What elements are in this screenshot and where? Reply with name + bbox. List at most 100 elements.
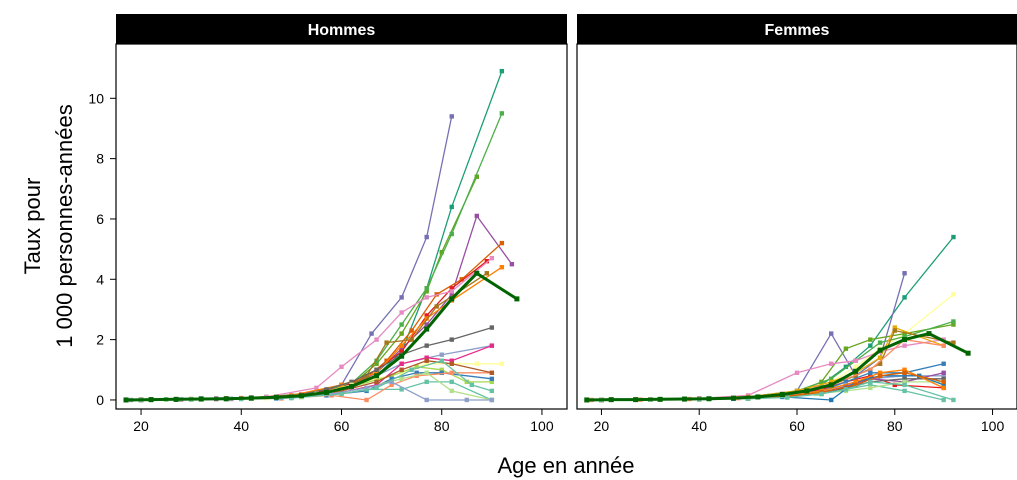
- y-tick-label: 4: [96, 271, 104, 287]
- series-point: [499, 240, 505, 246]
- series-point: [434, 304, 439, 309]
- series-point: [892, 382, 897, 388]
- mean-point: [198, 396, 204, 402]
- series-point: [289, 395, 294, 401]
- series-point: [409, 367, 414, 372]
- series-point: [329, 391, 334, 397]
- series-point: [399, 295, 404, 300]
- series-line: [601, 338, 944, 401]
- series-point: [424, 379, 429, 385]
- series-point: [384, 358, 389, 363]
- series-group-hommes: [123, 68, 520, 403]
- series-point: [902, 388, 907, 394]
- mean-point: [148, 397, 154, 403]
- series-point: [853, 382, 858, 388]
- series-point: [941, 379, 946, 385]
- series-point: [951, 292, 956, 297]
- series-point: [384, 340, 389, 345]
- series-point: [489, 343, 495, 348]
- series-point: [877, 340, 883, 345]
- mean-line: [125, 271, 518, 402]
- series-point: [389, 376, 394, 382]
- series-point: [868, 370, 873, 376]
- series-line: [125, 70, 503, 401]
- series-point: [439, 370, 444, 376]
- mean-point: [374, 373, 380, 379]
- series-point: [853, 379, 858, 385]
- x-axis-femmes: 20 40 60 80 100: [594, 409, 1004, 434]
- mean-point: [804, 388, 810, 394]
- series-point: [424, 322, 429, 327]
- y-tick-label: 8: [96, 151, 104, 167]
- series-point: [449, 114, 454, 119]
- series-point: [374, 385, 379, 391]
- series-point: [449, 286, 454, 291]
- mean-point: [877, 347, 883, 353]
- series-point: [829, 361, 834, 366]
- series-point: [499, 111, 505, 116]
- series-point: [484, 271, 490, 276]
- series-point: [951, 340, 956, 345]
- series-point: [389, 379, 394, 385]
- series-point: [399, 376, 404, 382]
- mean-point: [399, 353, 405, 359]
- series-point: [424, 316, 429, 321]
- y-tick-label: 0: [96, 392, 104, 408]
- series-point: [951, 319, 956, 324]
- series-point: [843, 387, 849, 392]
- x-tick-label: 40: [233, 418, 249, 434]
- series-point: [509, 262, 515, 267]
- x-tick-label: 20: [133, 418, 149, 434]
- series-line: [601, 381, 954, 401]
- series-group-femmes: [584, 234, 971, 403]
- x-axis-title: Age en année: [497, 453, 634, 478]
- series-point: [902, 331, 907, 336]
- y-axis-title-line2: 1 000 personnes-années: [52, 104, 77, 347]
- series-point: [951, 322, 956, 327]
- series-point: [868, 385, 873, 391]
- strip-femmes: [577, 14, 1017, 44]
- series-point: [877, 370, 883, 376]
- mean-point: [248, 395, 254, 401]
- series-point: [439, 367, 444, 372]
- series-point: [902, 295, 907, 300]
- series-point: [843, 379, 849, 385]
- series-point: [339, 364, 344, 369]
- y-tick-label: 2: [96, 332, 104, 348]
- series-point: [364, 397, 369, 403]
- series-line: [601, 320, 954, 401]
- x-tick-label: 60: [334, 418, 350, 434]
- series-point: [785, 395, 790, 400]
- series-point: [374, 358, 379, 363]
- x-tick-label: 80: [887, 418, 903, 434]
- series-point: [902, 334, 907, 339]
- series-point: [399, 322, 404, 327]
- series-point: [868, 367, 873, 372]
- series-point: [489, 255, 495, 261]
- series-point: [449, 292, 454, 297]
- series-point: [374, 370, 379, 376]
- series-point: [902, 379, 907, 385]
- series-point: [399, 349, 404, 354]
- mean-point: [349, 383, 355, 389]
- series-point: [853, 358, 858, 363]
- series-point: [902, 271, 907, 276]
- series-point: [459, 277, 464, 282]
- series-point: [489, 397, 495, 403]
- mean-point: [657, 396, 663, 402]
- series-point: [424, 313, 429, 318]
- series-line: [125, 242, 503, 401]
- series-point: [339, 391, 344, 397]
- series-line: [151, 260, 488, 401]
- series-point: [424, 397, 429, 403]
- mean-point: [474, 270, 480, 276]
- series-point: [489, 379, 495, 385]
- series-point: [424, 370, 429, 376]
- series-point: [829, 379, 834, 385]
- mean-point: [424, 326, 430, 332]
- series-point: [464, 397, 469, 403]
- series-line: [141, 116, 453, 401]
- mean-point: [853, 368, 859, 374]
- series-point: [449, 379, 454, 385]
- series-point: [902, 367, 907, 372]
